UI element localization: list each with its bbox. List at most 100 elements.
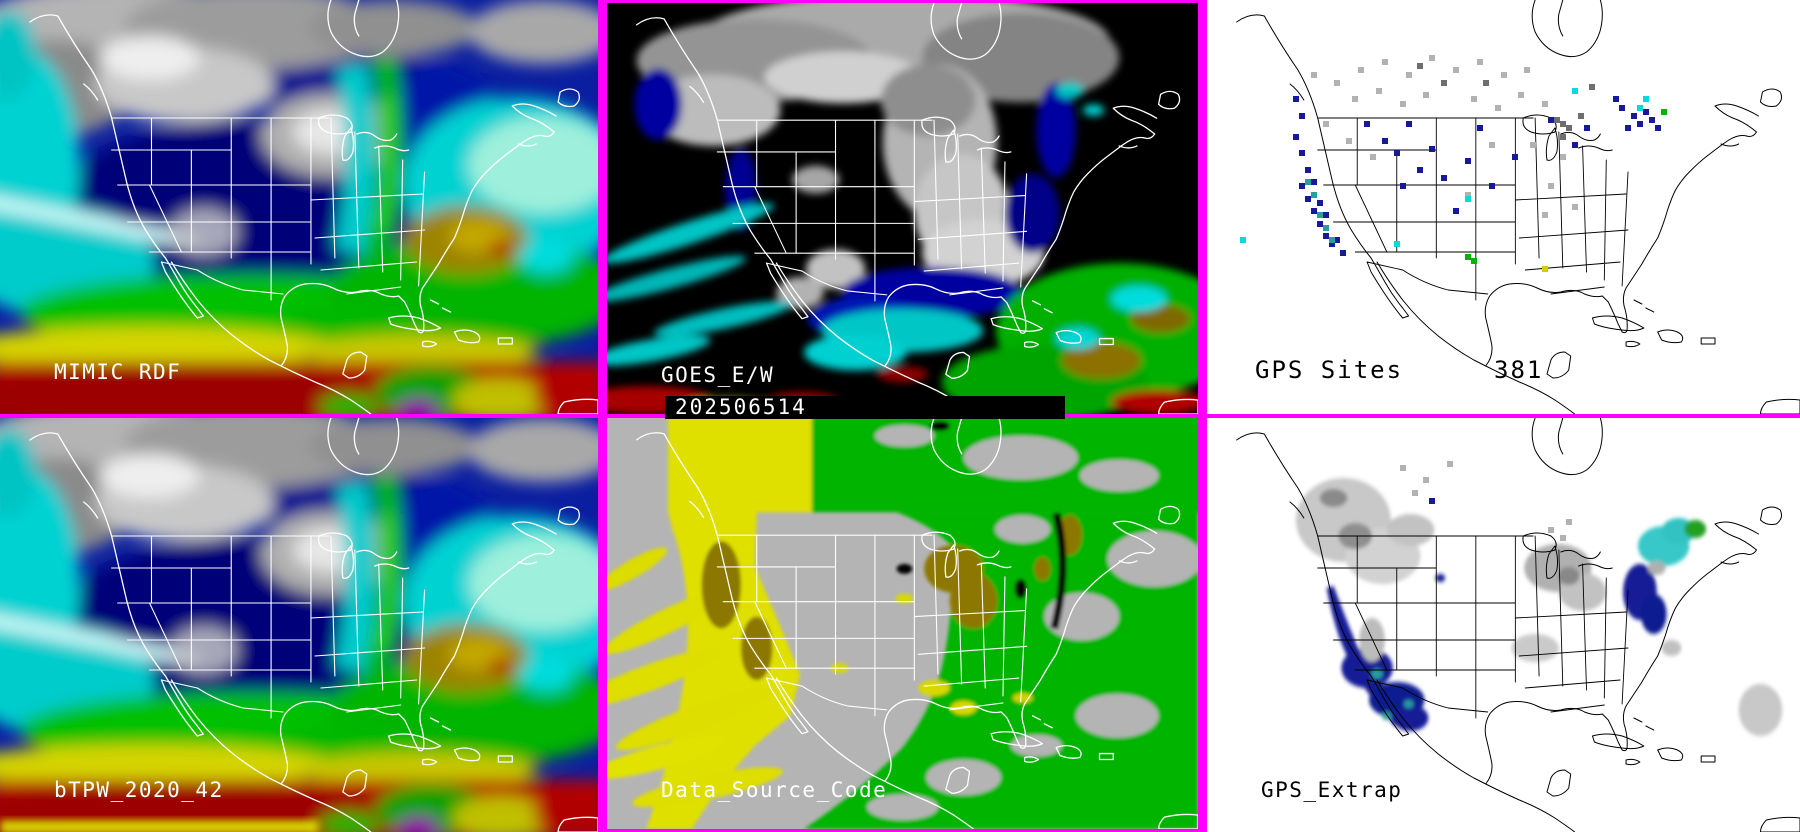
gps-site-marker [1316, 199, 1323, 206]
gps-extrap-marker-layer [1207, 418, 1800, 832]
panel-goes-ew[interactable]: GOES_E/W [607, 3, 1198, 414]
gps-site-marker [1310, 208, 1317, 215]
gps-site-marker [1429, 497, 1436, 504]
gps-site-marker [1399, 100, 1406, 107]
panel-btpw-2020-42[interactable]: bTPW_2020_42 [0, 418, 598, 832]
gps-site-marker [1654, 125, 1661, 132]
gps-site-marker [1571, 141, 1578, 148]
mimic-rdf-label: MIMIC RDF [54, 360, 182, 384]
gps-site-marker [1476, 59, 1483, 66]
gps-site-marker [1322, 224, 1329, 231]
gps-site-marker [1453, 67, 1460, 74]
gps-site-marker [1423, 477, 1430, 484]
gps-site-marker [1381, 137, 1388, 144]
gps-site-marker [1625, 125, 1632, 132]
gps-site-marker [1542, 212, 1548, 219]
gps-site-marker [1358, 67, 1365, 74]
data-source-code-label: Data_Source_Code [661, 778, 888, 802]
gps-site-marker [1488, 141, 1495, 148]
gps-site-marker [1642, 108, 1649, 115]
gps-site-marker [1346, 137, 1353, 144]
gps-site-marker [1482, 79, 1489, 86]
goes-ew-map-image [607, 3, 1198, 414]
gps-sites-marker-layer [1207, 0, 1800, 414]
gps-site-marker [1310, 71, 1317, 78]
gps-extrap-label: GPS_Extrap [1261, 778, 1403, 802]
gps-site-marker [1310, 179, 1317, 186]
gps-site-marker [1417, 63, 1424, 70]
goes-ew-label: GOES_E/W [661, 363, 775, 387]
gps-site-marker [1417, 166, 1424, 173]
gps-site-marker [1340, 249, 1347, 256]
gps-site-marker [1399, 183, 1406, 190]
gps-site-marker [1565, 125, 1572, 132]
gps-site-marker [1648, 117, 1655, 124]
gps-site-marker [1542, 266, 1548, 273]
gps-site-marker [1613, 96, 1620, 103]
gps-site-marker [1583, 125, 1590, 132]
gps-site-marker [1547, 183, 1554, 190]
gps-site-marker [1470, 257, 1477, 264]
gps-site-marker [1393, 150, 1400, 157]
gps-sites-count: 381 [1494, 356, 1544, 384]
gps-site-marker [1328, 237, 1335, 244]
gps-site-marker [1298, 150, 1305, 157]
gps-site-marker [1441, 79, 1448, 86]
gps-site-marker [1518, 92, 1525, 99]
gps-site-marker [1316, 220, 1323, 227]
gps-site-marker [1630, 112, 1637, 119]
gps-site-marker [1464, 191, 1471, 198]
gps-site-marker [1571, 204, 1578, 210]
gps-site-marker [1547, 117, 1554, 124]
gps-site-marker [1464, 158, 1471, 165]
gps-site-marker [1411, 489, 1418, 496]
gps-site-marker [1310, 191, 1317, 198]
gps-site-marker [1559, 133, 1566, 140]
gps-site-marker [1381, 59, 1388, 66]
gps-site-marker [1559, 121, 1566, 128]
gps-site-marker [1429, 146, 1436, 153]
gps-site-marker [1298, 183, 1305, 190]
gps-site-marker [1292, 133, 1299, 140]
gps-site-marker [1512, 154, 1519, 161]
gps-site-marker [1322, 232, 1329, 239]
panel-gps-extrap[interactable]: GPS_Extrap [1207, 418, 1800, 832]
gps-site-marker [1571, 88, 1578, 95]
gps-sites-title: GPS Sites [1255, 356, 1404, 384]
panel-mimic-rdf[interactable]: MIMIC RDF [0, 0, 598, 414]
gps-site-marker [1322, 121, 1329, 128]
timestamp-bar: 202506514 [665, 396, 1065, 419]
gps-site-marker [1636, 121, 1643, 128]
gps-site-marker [1239, 237, 1246, 244]
gps-site-marker [1619, 104, 1626, 111]
gps-site-marker [1589, 83, 1596, 90]
data-source-code-map-image [607, 418, 1198, 829]
gps-site-marker [1423, 92, 1430, 99]
gps-site-marker [1553, 117, 1560, 124]
btpw-map-image [0, 418, 598, 832]
gps-site-marker [1322, 212, 1329, 219]
gps-site-marker [1660, 108, 1667, 115]
panel-gps-sites[interactable]: GPS Sites 381 [1207, 0, 1800, 414]
gps-site-marker [1542, 100, 1548, 107]
gps-site-marker [1352, 96, 1359, 103]
gps-site-marker [1370, 154, 1377, 161]
gps-site-marker [1364, 121, 1371, 128]
gps-site-marker [1636, 104, 1643, 111]
gps-site-marker [1559, 154, 1566, 161]
gps-site-marker [1530, 141, 1537, 148]
gps-site-marker [1447, 460, 1454, 467]
panel-data-source-code[interactable]: Data_Source_Code [607, 418, 1198, 829]
gps-site-marker [1464, 195, 1471, 202]
gps-site-marker [1559, 535, 1566, 542]
gps-site-marker [1405, 121, 1412, 128]
gps-site-marker [1298, 112, 1305, 119]
gps-site-marker [1334, 237, 1341, 244]
gps-site-marker [1494, 104, 1501, 111]
gps-site-marker [1429, 54, 1436, 61]
mimic-rdf-map-image [0, 0, 598, 414]
gps-site-marker [1453, 208, 1460, 215]
timestamp-text: 202506514 [675, 395, 807, 419]
gps-site-marker [1565, 518, 1572, 525]
gps-site-marker [1375, 88, 1382, 95]
